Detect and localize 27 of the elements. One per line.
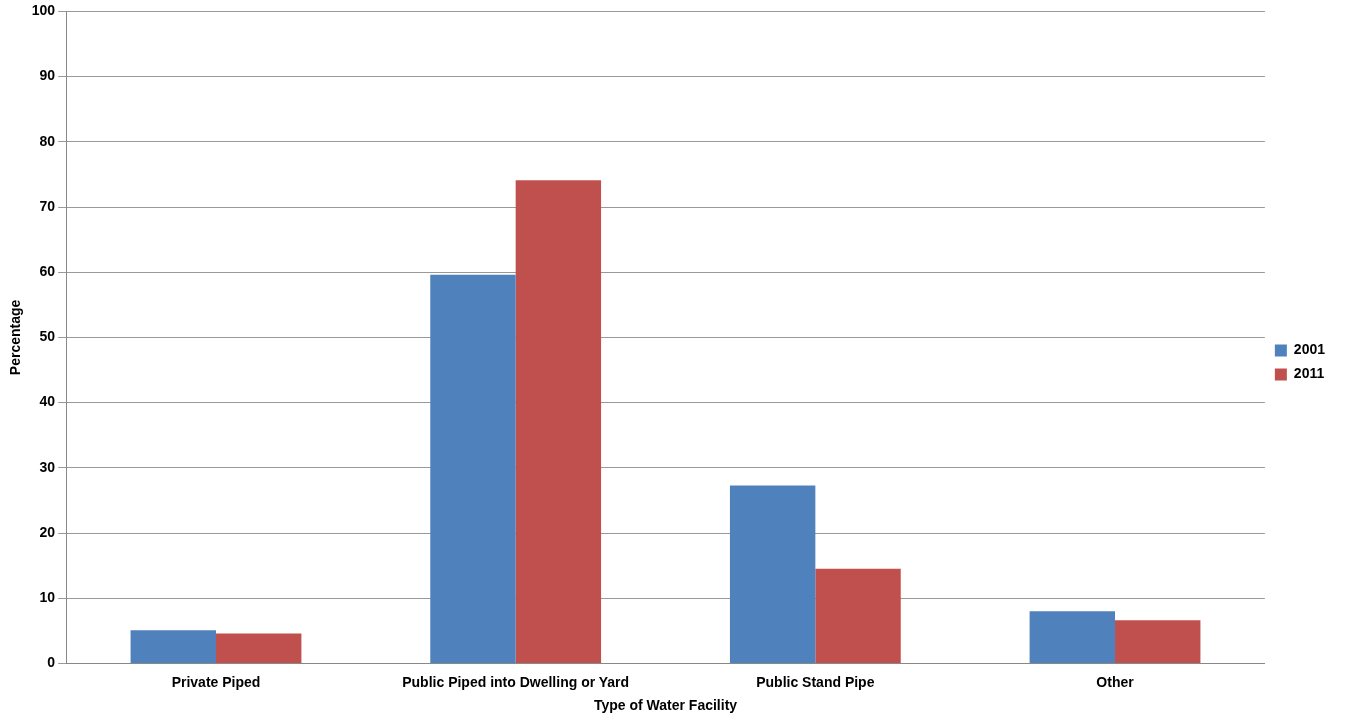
- legend-label: 2001: [1293, 341, 1326, 358]
- x-axis-title: Type of Water Facility: [593, 697, 738, 714]
- bar: [216, 633, 302, 663]
- bar: [815, 568, 901, 663]
- y-tick-label: 60: [39, 263, 56, 280]
- bar: [430, 274, 516, 663]
- y-tick-label: 100: [31, 2, 56, 19]
- y-tick-label: 90: [39, 67, 56, 84]
- y-tick-label: 20: [39, 523, 56, 540]
- bar: [729, 485, 816, 663]
- x-tick-label: Public Piped into Dwelling or Yard: [402, 673, 630, 690]
- bar: [130, 630, 216, 663]
- y-tick-label: 10: [39, 589, 56, 606]
- bar: [1029, 611, 1116, 663]
- bar: [1115, 620, 1201, 663]
- y-tick-label: 50: [39, 328, 56, 345]
- y-tick-label: 0: [47, 654, 56, 671]
- y-tick-label: 30: [39, 458, 56, 475]
- y-axis-title: Percentage: [7, 299, 24, 376]
- x-tick-label: Public Stand Pipe: [756, 673, 875, 690]
- bar: [515, 180, 602, 663]
- y-tick-label: 40: [39, 393, 56, 410]
- x-tick-label: Other: [1096, 673, 1135, 690]
- legend-label: 2011: [1293, 365, 1325, 382]
- y-tick-label: 70: [39, 197, 56, 214]
- x-tick-label: Private Piped: [171, 673, 261, 690]
- y-tick-label: 80: [39, 132, 56, 149]
